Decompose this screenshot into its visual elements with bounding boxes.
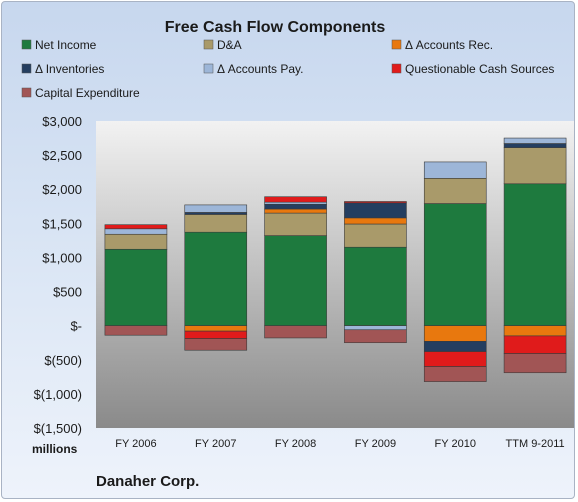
bar-segment [503, 183, 567, 326]
legend-label: Net Income [35, 38, 97, 52]
bar-segment [184, 231, 248, 326]
bar-segment [264, 235, 327, 326]
legend-label: Δ Accounts Rec. [405, 38, 493, 52]
legend-swatch [391, 39, 402, 50]
bar-segment [264, 201, 327, 205]
y-axis: $3,000 $2,500 $2,000 $1,500 $1,000 $500 $- $(50… [34, 114, 82, 436]
legend-swatch [21, 63, 32, 74]
bar-segment [104, 228, 168, 235]
bar-segment [264, 212, 327, 236]
legend-label: Capital Expenditure [35, 86, 140, 100]
bar-segment [503, 335, 567, 354]
x-tick-label: TTM 9-2011 [506, 438, 565, 450]
legend-swatch [203, 39, 214, 50]
bar-segment [344, 202, 407, 219]
bar-segment [503, 143, 567, 148]
x-tick-label: FY 2007 [195, 438, 236, 450]
legend-swatch [21, 87, 32, 98]
bar-segment [344, 329, 407, 344]
x-tick-label: FY 2010 [435, 438, 476, 450]
bar-segment [423, 325, 487, 342]
legend-label: Δ Inventories [35, 62, 104, 76]
bar-segment [264, 325, 327, 339]
legend-swatch [21, 39, 32, 50]
company-name: Danaher Corp. [96, 473, 199, 490]
bar-segment [104, 233, 168, 250]
bar-segment [184, 214, 248, 233]
bars [104, 137, 567, 382]
bar-segment [423, 341, 487, 352]
chart-title: Free Cash Flow Components [165, 19, 386, 36]
y-tick-label: $3,000 [42, 114, 82, 129]
bar-segment [423, 178, 487, 204]
bar-segment [264, 208, 327, 214]
legend-label: Questionable Cash Sources [405, 62, 554, 76]
x-tick-label: FY 2008 [275, 438, 316, 450]
y-tick-label: $1,500 [42, 216, 82, 231]
x-axis: FY 2006 FY 2007 FY 2008 FY 2009 FY 2010 TTM 9… [115, 438, 564, 450]
bar-segment [104, 224, 168, 230]
legend-label: D&A [217, 38, 242, 52]
bar-segment [184, 330, 248, 339]
x-tick-label: FY 2009 [355, 438, 396, 450]
plot-area [96, 121, 574, 428]
bar-segment [184, 204, 248, 213]
bar-segment [104, 248, 168, 326]
bar-segment [264, 196, 327, 203]
y-tick-label: $- [70, 319, 82, 334]
y-tick-label: $2,500 [42, 148, 82, 163]
legend-label: Δ Accounts Pay. [217, 62, 304, 76]
bar-segment [423, 203, 487, 326]
bar-segment [344, 246, 407, 326]
unit-label: millions [32, 442, 78, 456]
bar-segment [503, 325, 567, 337]
bar-segment [344, 201, 407, 204]
y-tick-label: $(1,500) [34, 421, 82, 436]
y-tick-label: $2,000 [42, 182, 82, 197]
bar-segment [264, 203, 327, 210]
bar-segment [184, 325, 248, 332]
bar-segment [104, 325, 168, 336]
legend-swatch [203, 63, 214, 74]
bar-segment [423, 161, 487, 179]
bar-segment [503, 353, 567, 374]
bar-segment [503, 137, 567, 144]
bar-segment [423, 351, 487, 367]
legend-swatch [391, 63, 402, 74]
y-tick-label: $500 [53, 285, 82, 300]
bar-segment [344, 217, 407, 225]
bar-segment [423, 366, 487, 382]
bar-segment [344, 223, 407, 248]
bar-segment [184, 338, 248, 351]
y-tick-label: $1,000 [42, 250, 82, 265]
bar-segment [344, 325, 407, 331]
legend: Net Income D&A Δ Accounts Rec. Δ Inventorie… [21, 38, 554, 100]
bar-segment [184, 212, 248, 215]
x-tick-label: FY 2006 [115, 438, 156, 450]
bar-segment [503, 147, 567, 185]
y-tick-label: $(1,000) [34, 387, 82, 402]
y-tick-label: $(500) [44, 353, 82, 368]
